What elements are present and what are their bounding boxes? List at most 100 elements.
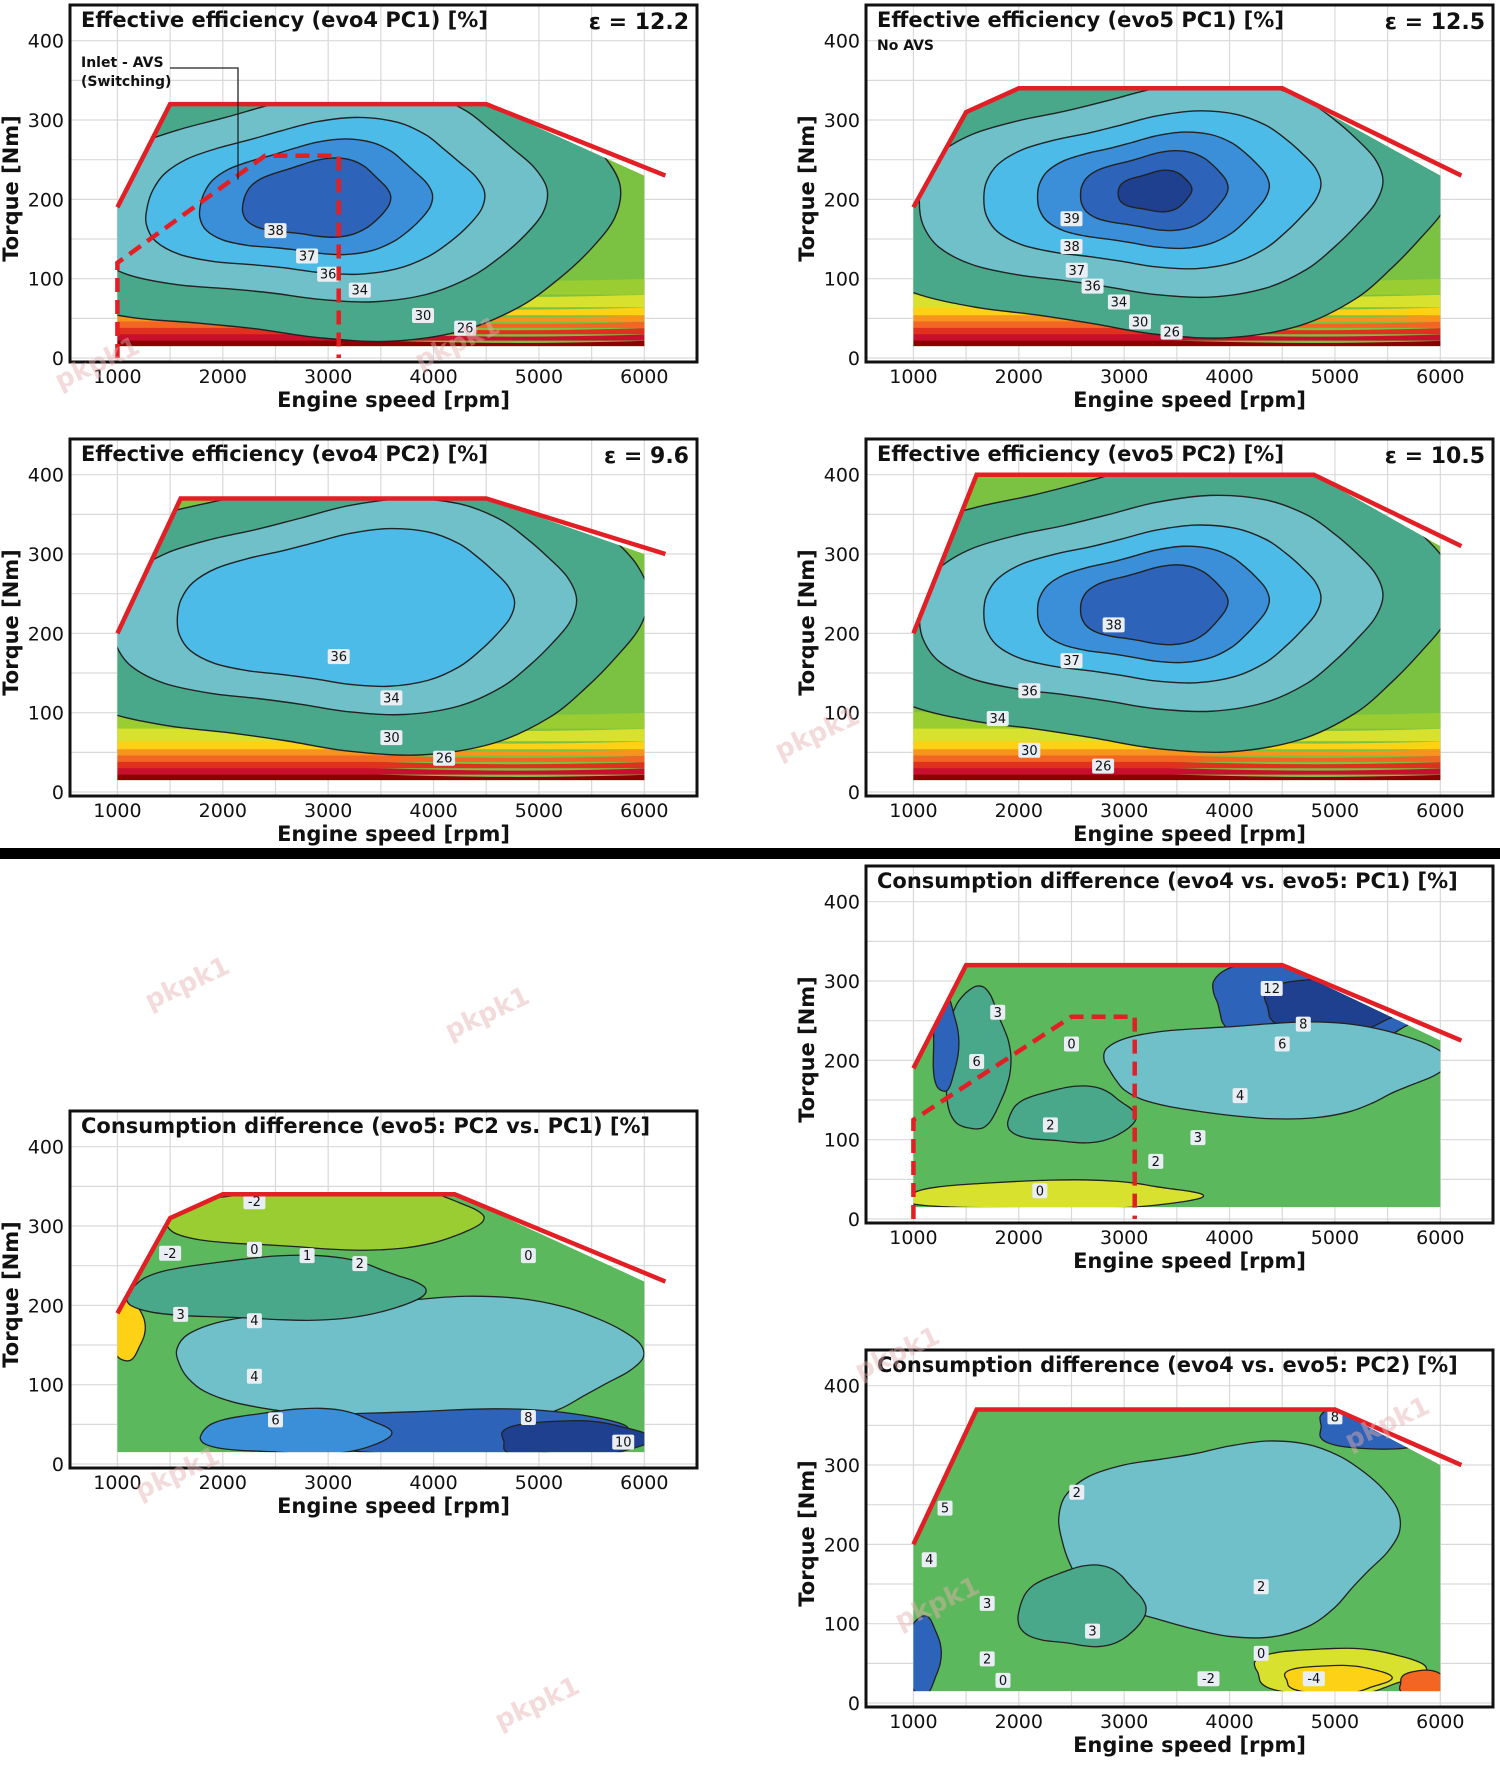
x-tick-label: 4000: [1205, 800, 1253, 822]
contour-label-box: [937, 1500, 953, 1516]
contour-label: 10: [615, 1436, 632, 1451]
y-tick-label: 100: [28, 703, 64, 725]
full-load-curve: [911, 962, 1463, 1070]
y-tick-label: 400: [824, 465, 860, 487]
x-axis-label: Engine speed [rpm]: [1073, 1249, 1306, 1273]
contour-label-box: [1032, 1183, 1048, 1199]
x-tick-label: 3000: [1100, 1711, 1148, 1733]
contour-label: -4: [1307, 1672, 1320, 1687]
contour-label-box: [990, 1004, 1006, 1020]
contour-label: 36: [1084, 280, 1101, 295]
contour-label: 2: [356, 1257, 364, 1272]
contour-label: 30: [383, 731, 400, 746]
compression-ratio: ε = 9.6: [604, 444, 689, 469]
contour-label-box: [1060, 238, 1083, 254]
y-tick-label: 100: [824, 1614, 860, 1636]
x-tick-label: 3000: [1100, 1227, 1148, 1249]
contour-label: 30: [1132, 315, 1149, 330]
plot-frame: [864, 864, 1495, 1225]
contour-label-box: [246, 1241, 262, 1257]
difference-contour-0: [1057, 1440, 1402, 1639]
y-axis-label: Torque [Nm]: [0, 115, 23, 262]
contour-label: 4: [250, 1314, 258, 1329]
contour-label: 26: [1095, 760, 1112, 775]
contour-label: 0: [999, 1674, 1007, 1689]
contour-label: 6: [973, 1055, 981, 1070]
y-tick-label: 0: [52, 1454, 64, 1476]
contour-label: 6: [1278, 1038, 1286, 1053]
contour-label-box: [246, 1313, 262, 1329]
contour-label: 30: [1021, 744, 1038, 759]
contour-label: 2: [1073, 1486, 1081, 1501]
contour-label-box: [1160, 324, 1183, 340]
contour-label-box: [1148, 1153, 1164, 1169]
avs-switching-boundary: [115, 153, 341, 359]
x-tick-label: 2000: [199, 1472, 247, 1494]
x-tick-label: 4000: [1205, 366, 1253, 388]
y-tick-label: 200: [28, 1295, 64, 1317]
avs-switching-boundary: [911, 1014, 1137, 1220]
y-tick-label: 400: [824, 31, 860, 53]
contour-label-box: [1060, 653, 1083, 669]
contour-label: 36: [330, 650, 347, 665]
watermark: pkpk1: [440, 981, 534, 1046]
x-tick-label: 3000: [304, 1472, 352, 1494]
contour-map: [913, 474, 1441, 781]
contour-label-box: [1085, 1623, 1101, 1639]
y-axis-label: Torque [Nm]: [795, 549, 819, 696]
x-tick-label: 2000: [995, 366, 1043, 388]
contour-label: 4: [925, 1553, 933, 1568]
x-axis-label: Engine speed [rpm]: [1073, 822, 1306, 846]
contour-label: 8: [1331, 1410, 1339, 1425]
x-tick-label: 1000: [93, 366, 141, 388]
x-tick-label: 2000: [995, 800, 1043, 822]
y-axis-label: Torque [Nm]: [0, 1221, 23, 1368]
x-tick-label: 4000: [409, 800, 457, 822]
contour-label-box: [1253, 1645, 1269, 1661]
contour-label-box: [1260, 980, 1283, 996]
contour-label-box: [173, 1306, 189, 1322]
contour-label: 26: [457, 322, 474, 337]
band-low: [117, 772, 645, 781]
difference-contour-6: [1017, 1564, 1147, 1648]
chart-title: Consumption difference (evo4 vs. evo5: P…: [877, 869, 1458, 893]
x-tick-label: 3000: [1100, 800, 1148, 822]
x-tick-label: 5000: [1311, 366, 1359, 388]
y-tick-label: 400: [28, 31, 64, 53]
contour-label: 3: [994, 1006, 1002, 1021]
x-tick-label: 1000: [93, 800, 141, 822]
y-tick-label: 200: [824, 1534, 860, 1556]
plot-frame: [68, 437, 699, 798]
contour-label: 3: [1194, 1131, 1202, 1146]
x-axis-label: Engine speed [rpm]: [1073, 1733, 1306, 1757]
contour-label-box: [1092, 758, 1115, 774]
contour-map: [117, 498, 645, 781]
contour-label-box: [299, 1248, 315, 1264]
contour-label: 5: [941, 1502, 949, 1517]
y-tick-label: 400: [824, 1376, 860, 1398]
contour-label: 8: [524, 1411, 532, 1426]
contour-label-box: [921, 1552, 937, 1568]
y-tick-label: 300: [824, 544, 860, 566]
y-tick-label: 200: [824, 189, 860, 211]
contour-label-box: [1232, 1088, 1248, 1104]
section-separator: [0, 848, 1500, 859]
contour-label: 3: [1088, 1625, 1096, 1640]
full-load-curve: [115, 101, 667, 209]
full-load-curve: [115, 1192, 667, 1315]
contour-label: -2: [248, 1195, 261, 1210]
y-tick-label: 100: [824, 1130, 860, 1152]
contour-label-box: [1302, 1671, 1325, 1687]
contour-label: 0: [1257, 1647, 1265, 1662]
chart-panel-evo4-pc2: 36 34 30 26 1000 2000 3000 4000 5000 6000 0 100 200 3…: [0, 437, 699, 846]
x-tick-label: 4000: [1205, 1227, 1253, 1249]
y-tick-label: 300: [28, 1216, 64, 1238]
contour-label-box: [1018, 742, 1041, 758]
contour-label: -2: [164, 1247, 177, 1262]
contour-label: 8: [1299, 1018, 1307, 1033]
contour-label-box: [317, 266, 340, 282]
y-tick-label: 400: [28, 1137, 64, 1159]
contour-map: [913, 965, 1441, 1208]
x-tick-label: 5000: [1311, 1711, 1359, 1733]
